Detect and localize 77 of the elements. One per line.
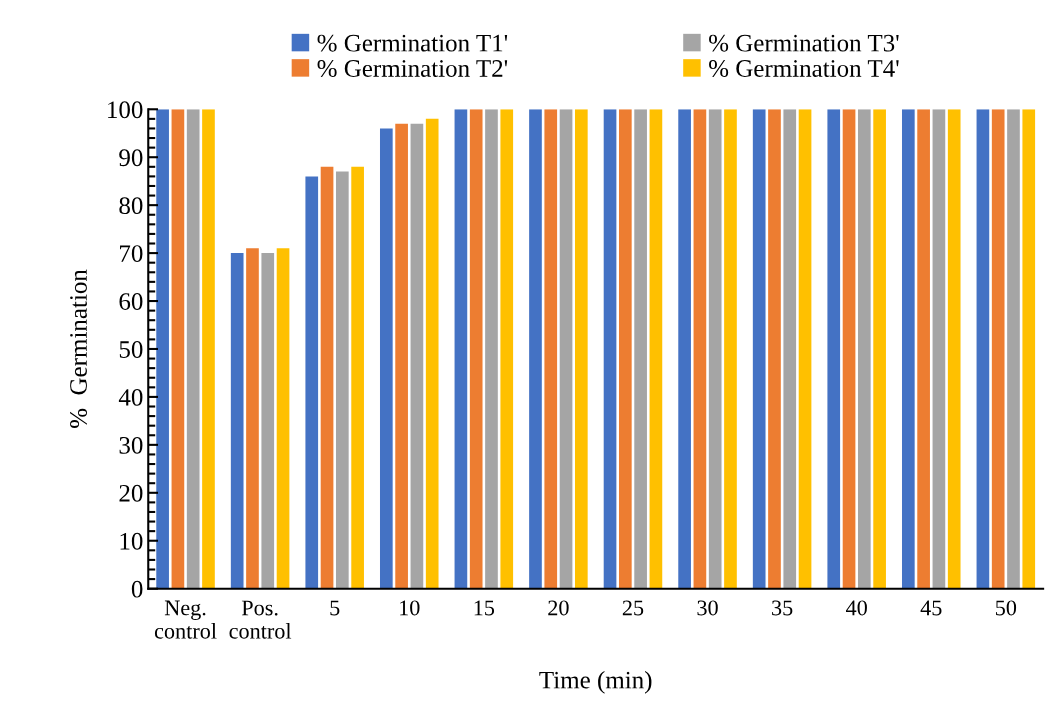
bar bbox=[693, 109, 707, 589]
bar bbox=[678, 109, 691, 589]
y-tick-label: 20 bbox=[119, 484, 143, 502]
bar bbox=[1022, 109, 1036, 589]
y-tick-label: 0 bbox=[131, 580, 143, 598]
bar bbox=[724, 109, 737, 589]
y-tick-label: 80 bbox=[119, 197, 143, 215]
y-tick-label: 100 bbox=[108, 101, 143, 119]
legend-label: % Germination T1' bbox=[317, 34, 508, 52]
bar bbox=[798, 109, 812, 589]
legend-label: % Germination T2' bbox=[317, 60, 508, 77]
x-tick-label: Neg. control bbox=[154, 600, 217, 639]
bar bbox=[618, 109, 632, 589]
legend-label: % Germination T3' bbox=[709, 34, 899, 52]
y-axis-title: % Germination bbox=[70, 269, 88, 428]
bar bbox=[827, 109, 841, 589]
x-tick-label: 15 bbox=[474, 600, 495, 616]
bar bbox=[305, 176, 319, 589]
bar bbox=[544, 109, 558, 589]
bar bbox=[634, 109, 647, 589]
bar bbox=[276, 248, 290, 589]
bar bbox=[230, 253, 244, 589]
bar bbox=[857, 109, 871, 589]
x-tick-label: 35 bbox=[772, 600, 793, 616]
y-tick-label: 60 bbox=[119, 293, 143, 310]
y-tick-label: 70 bbox=[120, 245, 143, 263]
bar bbox=[186, 109, 200, 589]
bar bbox=[708, 109, 722, 589]
legend-label: % Germination T4' bbox=[709, 60, 899, 77]
bar bbox=[991, 109, 1005, 589]
bar bbox=[649, 109, 663, 589]
y-tick-label: 30 bbox=[119, 436, 143, 454]
bar bbox=[395, 123, 408, 589]
bar bbox=[603, 109, 617, 589]
bar bbox=[485, 109, 498, 589]
bar bbox=[752, 109, 766, 589]
y-tick-label: 40 bbox=[118, 388, 143, 406]
bar bbox=[410, 123, 424, 589]
y-tick-label: 90 bbox=[119, 149, 143, 167]
x-tick-label: 25 bbox=[622, 600, 644, 616]
bar bbox=[156, 109, 169, 589]
bar bbox=[873, 109, 886, 589]
bar bbox=[320, 166, 334, 589]
bar bbox=[901, 109, 915, 589]
bar bbox=[976, 109, 990, 589]
bar bbox=[768, 109, 781, 589]
bar bbox=[202, 109, 215, 589]
bar bbox=[379, 128, 393, 589]
bar bbox=[529, 109, 542, 589]
bar bbox=[783, 109, 797, 589]
bar bbox=[351, 166, 364, 589]
bar bbox=[425, 118, 439, 589]
bar bbox=[842, 109, 856, 589]
bar bbox=[559, 109, 573, 589]
x-tick-label: 5 bbox=[330, 600, 340, 616]
x-tick-label: 45 bbox=[920, 600, 942, 616]
x-tick-label: 50 bbox=[996, 600, 1017, 616]
bar bbox=[261, 253, 275, 589]
bar bbox=[500, 109, 514, 589]
bar bbox=[932, 109, 946, 589]
x-tick-label: Pos. control bbox=[229, 600, 292, 639]
bar bbox=[947, 109, 961, 589]
y-tick-label: 50 bbox=[119, 341, 143, 358]
x-tick-label: 20 bbox=[548, 600, 569, 616]
x-axis-title: Time (min) bbox=[539, 670, 652, 694]
bar bbox=[454, 109, 468, 589]
bar bbox=[574, 109, 588, 589]
x-tick-label: 40 bbox=[846, 600, 867, 616]
bar bbox=[246, 248, 259, 589]
bar bbox=[171, 109, 185, 589]
x-tick-label: 10 bbox=[400, 600, 420, 616]
bar bbox=[917, 109, 930, 589]
x-tick-label: 30 bbox=[697, 600, 718, 616]
bar bbox=[469, 109, 483, 589]
bar bbox=[1007, 109, 1020, 589]
bar bbox=[335, 171, 349, 589]
y-tick-label: 10 bbox=[120, 532, 143, 550]
